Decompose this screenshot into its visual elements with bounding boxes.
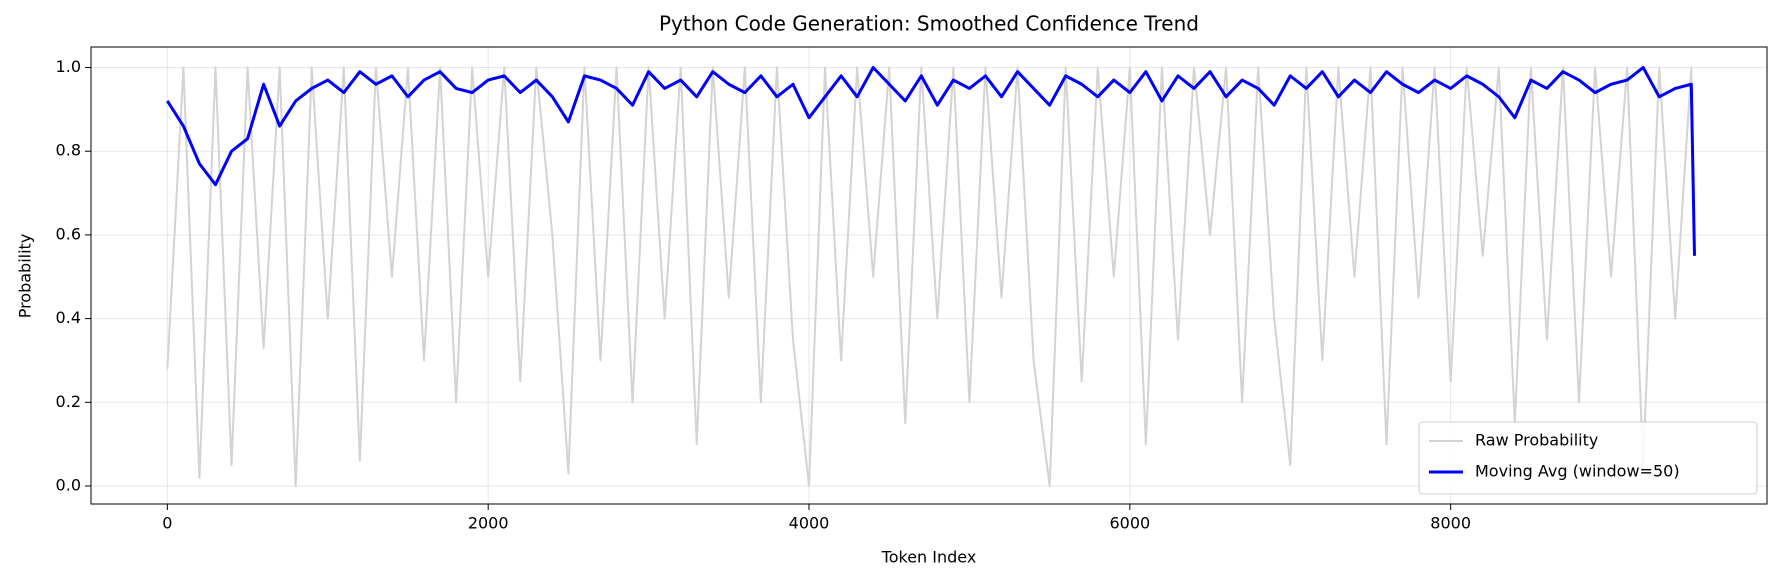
x-tick-label: 6000 [1109, 514, 1150, 533]
x-tick-label: 2000 [468, 514, 509, 533]
y-tick-label: 1.0 [56, 57, 81, 76]
x-tick-label: 0 [162, 514, 172, 533]
series-line [166, 66, 1696, 256]
x-axis-label: Token Index [881, 548, 977, 567]
x-tick-label: 4000 [789, 514, 830, 533]
y-tick-label: 0.0 [56, 476, 81, 495]
legend-label: Moving Avg (window=50) [1475, 462, 1680, 481]
legend-box [1418, 421, 1758, 495]
chart-title: Python Code Generation: Smoothed Confide… [659, 12, 1199, 36]
y-axis-label: Probability [16, 234, 35, 319]
y-tick-label: 0.8 [56, 141, 81, 160]
x-tick-label: 8000 [1430, 514, 1471, 533]
y-tick-label: 0.4 [56, 308, 81, 327]
legend-label: Raw Probability [1475, 431, 1598, 450]
series-line [166, 66, 1696, 488]
plot-frame [90, 46, 1768, 505]
y-tick-label: 0.6 [56, 224, 81, 243]
y-tick-label: 0.2 [56, 392, 81, 411]
